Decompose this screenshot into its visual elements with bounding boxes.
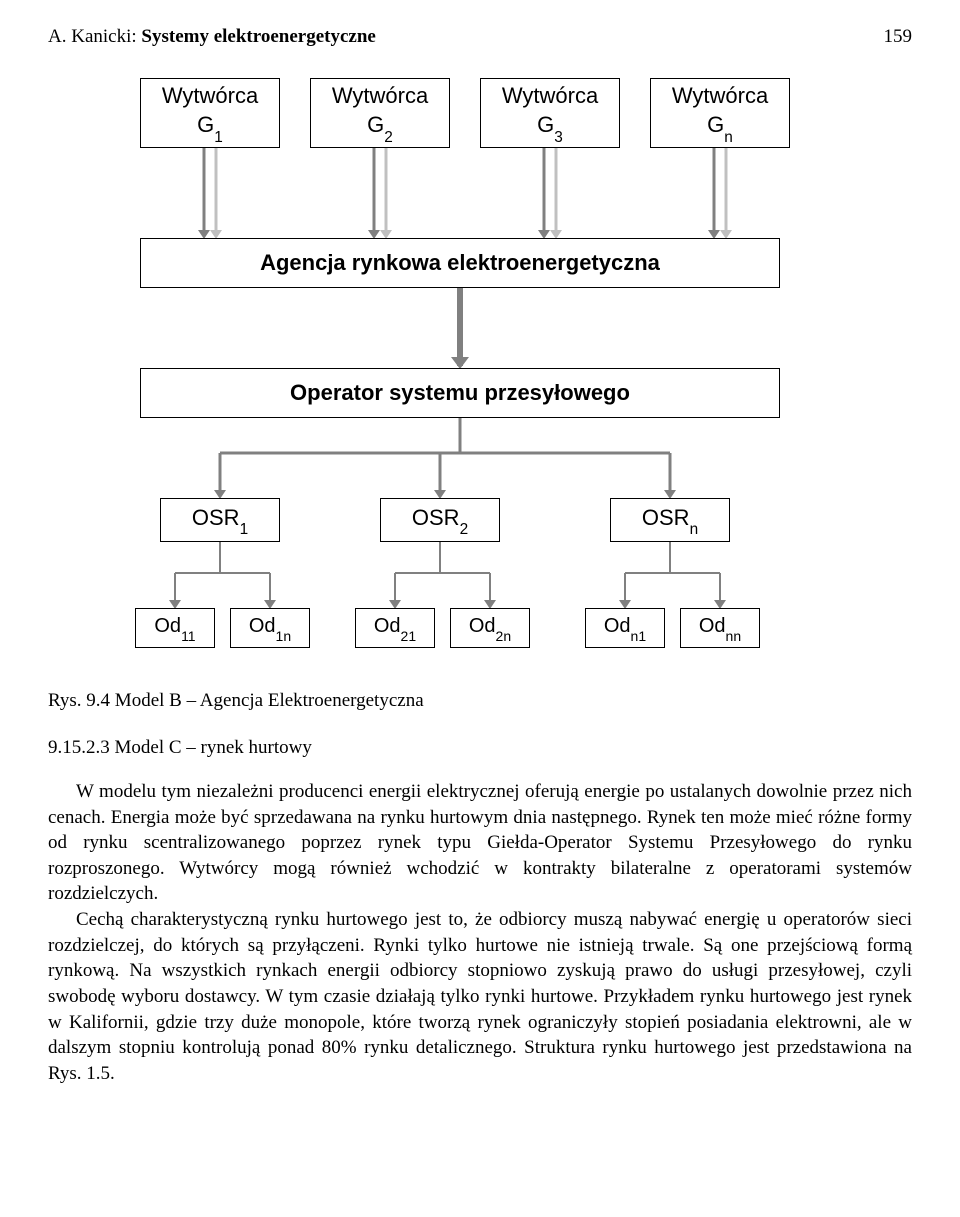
diagram-box-osr1: OSR1: [160, 498, 280, 542]
diagram-box-osr2: OSR2: [380, 498, 500, 542]
figure-caption: Rys. 9.4 Model B – Agencja Elektroenerge…: [48, 688, 912, 714]
paragraph-2: Cechą charakterystyczną rynku hurtowego …: [48, 907, 912, 1086]
diagram-box-osrn: OSRn: [610, 498, 730, 542]
section-heading: 9.15.2.3 Model C – rynek hurtowy: [48, 735, 912, 761]
diagram-box-g2: WytwórcaG2: [310, 78, 450, 148]
page-number: 159: [884, 24, 913, 50]
diagram-box-od1n: Od1n: [230, 608, 310, 648]
paragraph-1: W modelu tym niezależni producenci energ…: [48, 779, 912, 907]
diagram-box-odnn: Odnn: [680, 608, 760, 648]
header-author-part: A. Kanicki: Systemy elektroenergetyczne: [48, 26, 376, 47]
diagram-box-odn1: Odn1: [585, 608, 665, 648]
diagram-box-g1: WytwórcaG1: [140, 78, 280, 148]
diagram-box-gn: WytwórcaGn: [650, 78, 790, 148]
diagram-box-od2n: Od2n: [450, 608, 530, 648]
diagram-box-agency: Agencja rynkowa elektroenergetyczna: [140, 238, 780, 288]
diagram-box-od11: Od11: [135, 608, 215, 648]
diagram-box-operator: Operator systemu przesyłowego: [140, 368, 780, 418]
diagram-box-g3: WytwórcaG3: [480, 78, 620, 148]
page-header: A. Kanicki: Systemy elektroenergetyczne …: [48, 24, 912, 50]
header-left: A. Kanicki: Systemy elektroenergetyczne: [48, 24, 376, 50]
diagram-box-od21: Od21: [355, 608, 435, 648]
diagram-model-b: WytwórcaG1 WytwórcaG2 WytwórcaG3 WytwórcaGn…: [80, 78, 880, 658]
body-text: W modelu tym niezależni producenci energ…: [48, 779, 912, 1087]
